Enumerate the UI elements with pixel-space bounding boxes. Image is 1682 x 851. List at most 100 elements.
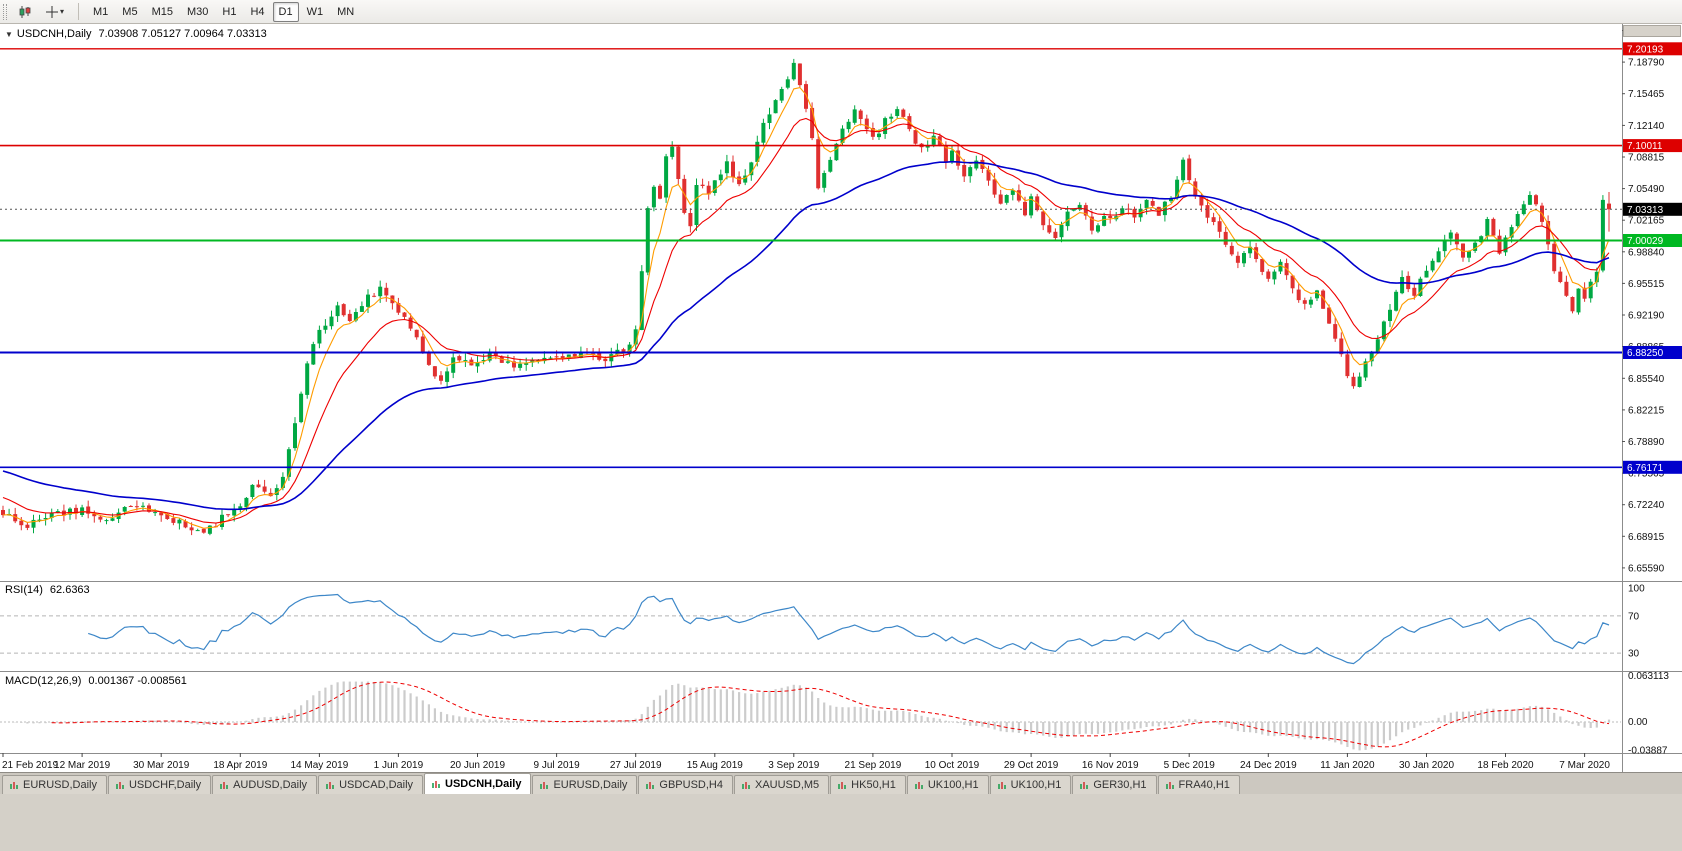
svg-text:6.82215: 6.82215 (1628, 405, 1665, 416)
svg-text:21 Feb 2019: 21 Feb 2019 (2, 760, 59, 771)
svg-text:6.88250: 6.88250 (1627, 348, 1664, 359)
timeframe-button-d1[interactable]: D1 (272, 1, 299, 22)
svg-text:6.72240: 6.72240 (1628, 500, 1665, 511)
macd-indicator-label: MACD(12,26,9) 0.001367 -0.008561 (5, 675, 187, 687)
price-level-label-6.88250: 6.88250 (1623, 346, 1682, 359)
svg-text:-0.03887: -0.03887 (1628, 745, 1668, 756)
ohlc-quote: 7.03908 7.05127 7.00964 7.03313 (98, 28, 267, 40)
svg-text:7.08815: 7.08815 (1628, 153, 1665, 164)
svg-text:5 Dec 2019: 5 Dec 2019 (1164, 760, 1216, 771)
svg-text:30 Mar 2019: 30 Mar 2019 (133, 760, 190, 771)
timeframe-button-w1[interactable]: W1 (301, 2, 330, 22)
chart-tab-usdcad-daily[interactable]: USDCAD,Daily (318, 775, 424, 794)
svg-text:7.05490: 7.05490 (1628, 184, 1665, 195)
timeframe-toolbar: M1 M5 M15 M30 H1 H4 D1 W1 MN (86, 1, 361, 22)
svg-text:100: 100 (1628, 584, 1645, 595)
tab-label: AUDUSD,Daily (233, 779, 308, 791)
chart-type-button[interactable] (12, 2, 38, 22)
tab-chart-icon (838, 782, 846, 789)
price-level-label-7.00029: 7.00029 (1623, 234, 1682, 247)
svg-text:10 Oct 2019: 10 Oct 2019 (925, 760, 980, 771)
rsi-name: RSI(14) (5, 584, 43, 596)
tab-label: UK100,H1 (927, 779, 979, 791)
svg-text:9 Jul 2019: 9 Jul 2019 (534, 760, 581, 771)
macd-values: 0.001367 -0.008561 (88, 675, 187, 687)
svg-text:11 Jan 2020: 11 Jan 2020 (1320, 760, 1375, 771)
svg-text:1 Jun 2019: 1 Jun 2019 (374, 760, 424, 771)
toolbar-separator (78, 3, 80, 20)
timeframe-button-m5[interactable]: M5 (116, 2, 143, 22)
chart-tab-uk100-h1[interactable]: UK100,H1 (989, 775, 1072, 794)
svg-text:7.10011: 7.10011 (1627, 141, 1663, 152)
cursor-tool-button[interactable]: ▾ (40, 2, 70, 22)
tab-chart-icon (1080, 782, 1089, 789)
tab-chart-icon (742, 782, 750, 789)
candlestick-chart-icon (19, 5, 31, 18)
rsi-indicator-label: RSI(14) 62.6363 (5, 584, 90, 596)
svg-text:7.03313: 7.03313 (1627, 205, 1664, 216)
macd-signal-line (51, 681, 1610, 748)
fast-ma-line (2, 86, 1610, 529)
tab-chart-icon (540, 782, 549, 789)
svg-text:3 Sep 2019: 3 Sep 2019 (768, 760, 820, 771)
chart-tab-xauusd-m5[interactable]: XAUUSD,M5 (733, 775, 830, 794)
price-level-label-7.20193: 7.20193 (1623, 42, 1682, 56)
svg-text:6.78890: 6.78890 (1628, 437, 1665, 448)
tab-chart-icon (646, 782, 655, 789)
svg-text:6.76171: 6.76171 (1627, 463, 1664, 474)
tab-chart-icon (1165, 782, 1174, 789)
chart-tab-usdcnh-daily[interactable]: USDCNH,Daily (424, 773, 532, 794)
chart-tab-eurusd-daily[interactable]: EURUSD,Daily (532, 775, 638, 794)
svg-text:6.65590: 6.65590 (1628, 563, 1665, 574)
tab-label: FRA40,H1 (1178, 779, 1230, 791)
svg-text:21 Sep 2019: 21 Sep 2019 (845, 760, 902, 771)
price-axis[interactable]: 7.221157.187907.154657.121407.088157.054… (1622, 26, 1669, 756)
chart-tab-hk50-h1[interactable]: HK50,H1 (830, 775, 906, 794)
svg-text:18 Feb 2020: 18 Feb 2020 (1477, 760, 1534, 771)
current-price-label: 7.03313 (1623, 202, 1682, 216)
tab-chart-icon (10, 782, 18, 789)
price-level-label-7.10011: 7.10011 (1623, 139, 1682, 153)
chart-tab-bar: EURUSD,Daily USDCHF,Daily AUDUSD,Daily USDC… (0, 772, 1682, 794)
chart-tab-fra40-h1[interactable]: FRA40,H1 (1157, 775, 1240, 794)
tab-label: HK50,H1 (851, 779, 896, 791)
toolbar-grip[interactable] (3, 3, 7, 20)
svg-text:6.95515: 6.95515 (1628, 279, 1665, 290)
chart-window[interactable]: 7.221157.187907.154657.121407.088157.054… (0, 24, 1682, 772)
svg-text:30: 30 (1628, 649, 1640, 660)
svg-text:7.12140: 7.12140 (1628, 121, 1665, 132)
svg-text:29 Oct 2019: 29 Oct 2019 (1004, 760, 1059, 771)
timeframe-button-h1[interactable]: H1 (216, 2, 242, 22)
svg-text:30 Jan 2020: 30 Jan 2020 (1399, 760, 1454, 771)
timeframe-button-mn[interactable]: MN (331, 2, 360, 22)
chart-tab-uk100-h1[interactable]: UK100,H1 (906, 775, 989, 794)
rsi-line (88, 593, 1610, 665)
timeframe-button-m30[interactable]: M30 (181, 2, 214, 22)
svg-text:16 Nov 2019: 16 Nov 2019 (1082, 760, 1139, 771)
chart-tab-audusd-daily[interactable]: AUDUSD,Daily (212, 775, 318, 794)
svg-text:27 Jul 2019: 27 Jul 2019 (610, 760, 662, 771)
tab-chart-icon (326, 782, 334, 789)
chart-tab-ger30-h1[interactable]: GER30,H1 (1072, 775, 1157, 794)
chart-tab-gbpusd-h4[interactable]: GBPUSD,H4 (638, 775, 733, 794)
crosshair-icon (46, 5, 58, 18)
chart-title: ▼ USDCNH,Daily 7.03908 7.05127 7.00964 7.0… (5, 28, 267, 40)
tab-chart-icon (997, 782, 1006, 789)
svg-text:0.00: 0.00 (1628, 717, 1648, 728)
timeframe-button-m15[interactable]: M15 (146, 2, 179, 22)
candlestick-series (1, 58, 1611, 536)
chart-canvas[interactable]: 7.221157.187907.154657.121407.088157.054… (0, 24, 1682, 772)
svg-text:7 Mar 2020: 7 Mar 2020 (1559, 760, 1610, 771)
timeframe-button-h4[interactable]: H4 (244, 2, 270, 22)
chart-tab-eurusd-daily[interactable]: EURUSD,Daily (2, 775, 107, 794)
tab-label: USDCNH,Daily (445, 778, 522, 790)
chart-tab-usdchf-daily[interactable]: USDCHF,Daily (107, 775, 212, 794)
timeframe-button-m1[interactable]: M1 (87, 2, 114, 22)
svg-text:7.02165: 7.02165 (1628, 216, 1665, 227)
medium-ma-line (2, 117, 1610, 524)
macd-pane (0, 681, 1621, 751)
svg-text:7.18790: 7.18790 (1628, 58, 1665, 69)
chart-menu-triangle-icon[interactable]: ▼ (5, 30, 13, 39)
tab-label: USDCAD,Daily (339, 779, 414, 791)
